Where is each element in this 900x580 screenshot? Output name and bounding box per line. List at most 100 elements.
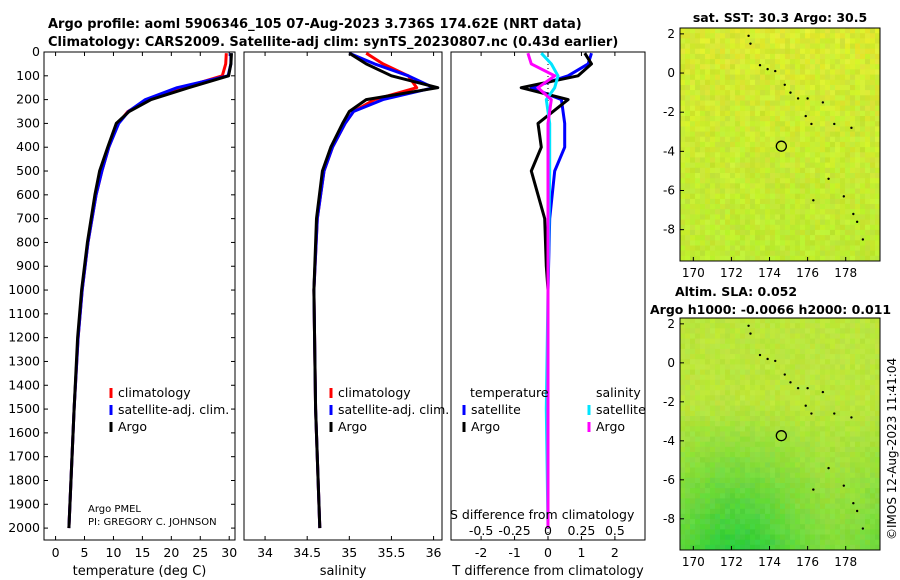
map-cell — [855, 405, 861, 412]
island-dot — [747, 34, 750, 38]
map-cell — [855, 79, 861, 86]
map-cell — [865, 524, 871, 530]
map-cell — [760, 483, 766, 489]
map-cell — [770, 147, 776, 153]
map-cell — [715, 48, 721, 55]
map-cell — [730, 64, 736, 70]
map-cell — [800, 390, 806, 396]
map-cell — [850, 467, 856, 474]
map-cell — [720, 431, 726, 437]
map-cell — [730, 28, 736, 34]
map-cell — [720, 441, 726, 448]
map-cell — [690, 416, 696, 422]
map-cell — [760, 193, 766, 200]
map-cell — [820, 214, 826, 220]
map-cell — [835, 436, 841, 443]
map-cell — [710, 539, 716, 546]
map-cell — [700, 229, 706, 236]
map-cell — [765, 452, 771, 458]
island-dot — [850, 416, 853, 419]
map-cell — [850, 513, 856, 520]
x-tick-label: 35 — [341, 545, 357, 560]
map-cell — [795, 250, 801, 257]
map-cell — [865, 131, 871, 138]
map-cell — [870, 229, 876, 236]
map-cell — [815, 333, 821, 340]
map-cell — [730, 431, 736, 437]
map-cell — [815, 519, 821, 525]
map-cell — [720, 338, 726, 345]
map-cell — [725, 240, 731, 246]
map-cell — [725, 79, 731, 86]
map-cell — [725, 250, 731, 257]
map-cell — [825, 395, 831, 401]
map-cell — [865, 472, 871, 479]
map-cell — [850, 162, 856, 169]
map-cell — [715, 136, 721, 143]
map-cell — [845, 224, 851, 231]
map-cell — [830, 173, 836, 179]
map-cell — [840, 219, 846, 226]
map-cell — [780, 235, 786, 241]
map-cell — [725, 410, 731, 417]
map-cell — [850, 534, 856, 541]
legend-label: satellite-adj. clim. — [118, 402, 229, 417]
map-cell — [690, 33, 696, 39]
map-cell — [860, 364, 866, 370]
map-cell — [680, 209, 686, 215]
map-cell — [710, 359, 716, 365]
map-cell — [700, 508, 706, 515]
map-cell — [775, 214, 781, 220]
map-cell — [775, 524, 781, 530]
map-cell — [800, 105, 806, 112]
map-cell — [780, 426, 786, 432]
map-cell — [710, 338, 716, 345]
map-cell — [770, 436, 776, 443]
map-cell — [815, 136, 821, 143]
x-tick-label: 176 — [796, 555, 819, 569]
map-cell — [765, 395, 771, 401]
x-tick-label: 20 — [163, 545, 179, 560]
map-cell — [765, 426, 771, 432]
map-cell — [780, 467, 786, 474]
map-cell — [720, 85, 726, 91]
map-cell — [850, 493, 856, 499]
map-cell — [755, 323, 761, 329]
map-cell — [705, 343, 711, 350]
map-cell — [810, 116, 816, 122]
map-cell — [815, 436, 821, 443]
map-cell — [800, 508, 806, 515]
map-cell — [730, 147, 736, 153]
map-cell — [835, 400, 841, 407]
map-cell — [840, 390, 846, 396]
map-cell — [805, 436, 811, 443]
map-cell — [820, 513, 826, 520]
map-cell — [690, 105, 696, 112]
map-cell — [875, 493, 881, 499]
map-cell — [715, 178, 721, 184]
map-cell — [835, 348, 841, 355]
island-dot — [758, 64, 762, 67]
map-cell — [685, 48, 691, 55]
island-dot — [789, 381, 792, 384]
map-cell — [810, 364, 816, 370]
map-cell — [685, 385, 691, 391]
map-cell — [835, 488, 841, 494]
map-cell — [795, 483, 801, 489]
map-cell — [860, 38, 866, 44]
map-cell — [785, 48, 791, 55]
map-cell — [795, 472, 801, 479]
map-cell — [820, 374, 826, 381]
map-cell — [860, 472, 866, 479]
map-cell — [815, 69, 821, 75]
map-cell — [875, 245, 881, 252]
map-cell — [705, 513, 711, 520]
map-cell — [710, 519, 716, 525]
map-cell — [775, 364, 781, 370]
map-cell — [865, 157, 871, 163]
map-cell — [745, 167, 751, 174]
map-cell — [730, 472, 736, 479]
map-cell — [710, 167, 716, 174]
map-cell — [785, 539, 791, 546]
map-cell — [705, 33, 711, 39]
